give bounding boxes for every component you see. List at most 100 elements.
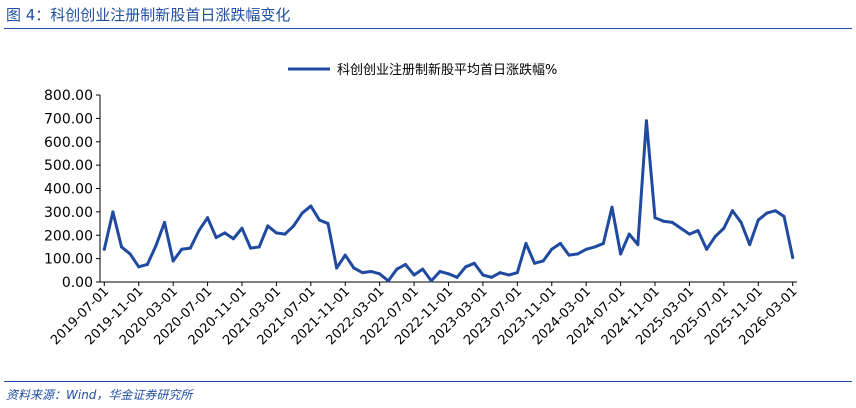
data-point — [403, 262, 407, 266]
y-tick-label: 100.00 — [44, 252, 93, 268]
data-point — [739, 220, 743, 224]
data-point — [748, 243, 752, 247]
data-point — [670, 220, 674, 224]
data-point — [249, 246, 253, 250]
data-point — [386, 279, 390, 283]
data-point — [231, 237, 235, 241]
data-point — [584, 247, 588, 251]
data-point — [180, 247, 184, 251]
data-point — [163, 220, 167, 224]
data-point — [507, 273, 511, 277]
data-point — [730, 209, 734, 213]
data-point — [214, 236, 218, 240]
data-point — [713, 234, 717, 238]
data-point — [627, 232, 631, 236]
data-point — [524, 241, 528, 245]
y-tick-label: 200.00 — [44, 228, 93, 244]
source-note: 资料来源：Wind，华金证券研究所 — [6, 388, 193, 402]
y-tick-label: 700.00 — [44, 111, 93, 127]
chart-legend: 科创创业注册制新股平均首日涨跌幅% — [288, 62, 557, 78]
y-tick-label: 600.00 — [44, 135, 93, 151]
y-tick-label: 0.00 — [62, 275, 93, 291]
data-point — [352, 266, 356, 270]
data-point — [197, 229, 201, 233]
data-point — [662, 219, 666, 223]
data-point — [481, 273, 485, 277]
data-point — [102, 247, 106, 251]
y-tick-label: 800.00 — [44, 88, 93, 104]
legend-label: 科创创业注册制新股平均首日涨跌幅% — [337, 62, 557, 78]
y-tick-label: 400.00 — [44, 182, 93, 198]
figure-title: 图 4：科创创业注册制新股首日涨跌幅变化 — [6, 6, 291, 24]
data-point — [550, 247, 554, 251]
data-point — [765, 211, 769, 215]
y-tick-label: 300.00 — [44, 205, 93, 221]
data-point — [360, 271, 364, 275]
x-axis-ticks: 2019-07-012019-11-012020-03-012020-07-01… — [48, 282, 801, 348]
data-point — [464, 265, 468, 269]
data-point — [317, 218, 321, 222]
data-point — [644, 119, 648, 123]
bottom-divider — [4, 381, 852, 382]
data-point — [619, 252, 623, 256]
data-point — [274, 231, 278, 235]
data-point — [145, 262, 149, 266]
data-point — [300, 211, 304, 215]
data-point — [455, 275, 459, 279]
data-point — [378, 272, 382, 276]
data-point — [128, 252, 132, 256]
data-point — [773, 209, 777, 213]
data-point — [154, 244, 158, 248]
plot-area — [102, 119, 795, 283]
data-point — [722, 226, 726, 230]
data-point — [782, 215, 786, 219]
data-point — [335, 266, 339, 270]
data-point — [576, 252, 580, 256]
data-point — [791, 255, 795, 259]
data-point — [696, 229, 700, 233]
y-axis-ticks: 0.00 100.00 200.00 300.00 400.00 500.00 600.00… — [44, 88, 100, 291]
data-point — [369, 269, 373, 273]
data-point — [171, 259, 175, 263]
data-point — [137, 265, 141, 269]
data-point — [498, 271, 502, 275]
data-point — [601, 241, 605, 245]
data-point — [266, 224, 270, 228]
data-point — [533, 261, 537, 265]
series-line — [102, 119, 795, 283]
data-point — [395, 267, 399, 271]
data-point — [653, 216, 657, 220]
data-point — [447, 272, 450, 276]
data-point — [756, 218, 760, 222]
data-point — [309, 204, 313, 208]
data-point — [679, 226, 683, 230]
data-point — [472, 261, 476, 265]
data-point — [120, 245, 124, 249]
data-point — [490, 275, 494, 279]
data-point — [438, 269, 442, 273]
data-point — [705, 247, 709, 251]
data-point — [412, 273, 416, 277]
data-point — [206, 216, 210, 220]
data-point — [687, 232, 691, 236]
data-point — [292, 224, 296, 228]
data-point — [188, 246, 192, 250]
data-point — [326, 222, 330, 226]
data-point — [558, 241, 562, 245]
data-point — [429, 279, 433, 283]
data-point — [421, 267, 425, 271]
data-point — [343, 253, 347, 257]
data-point — [223, 231, 227, 235]
line-chart: 科创创业注册制新股平均首日涨跌幅% 0.00 100.00 200.00 300.00… — [44, 62, 801, 348]
data-point — [593, 245, 597, 249]
y-tick-label: 500.00 — [44, 158, 93, 174]
data-point — [240, 226, 244, 230]
data-point — [610, 205, 614, 209]
data-point — [515, 271, 519, 275]
data-point — [567, 253, 571, 257]
data-point — [541, 259, 545, 263]
data-point — [257, 245, 261, 249]
data-point — [111, 210, 115, 214]
data-point — [283, 232, 287, 236]
top-divider — [4, 28, 852, 29]
